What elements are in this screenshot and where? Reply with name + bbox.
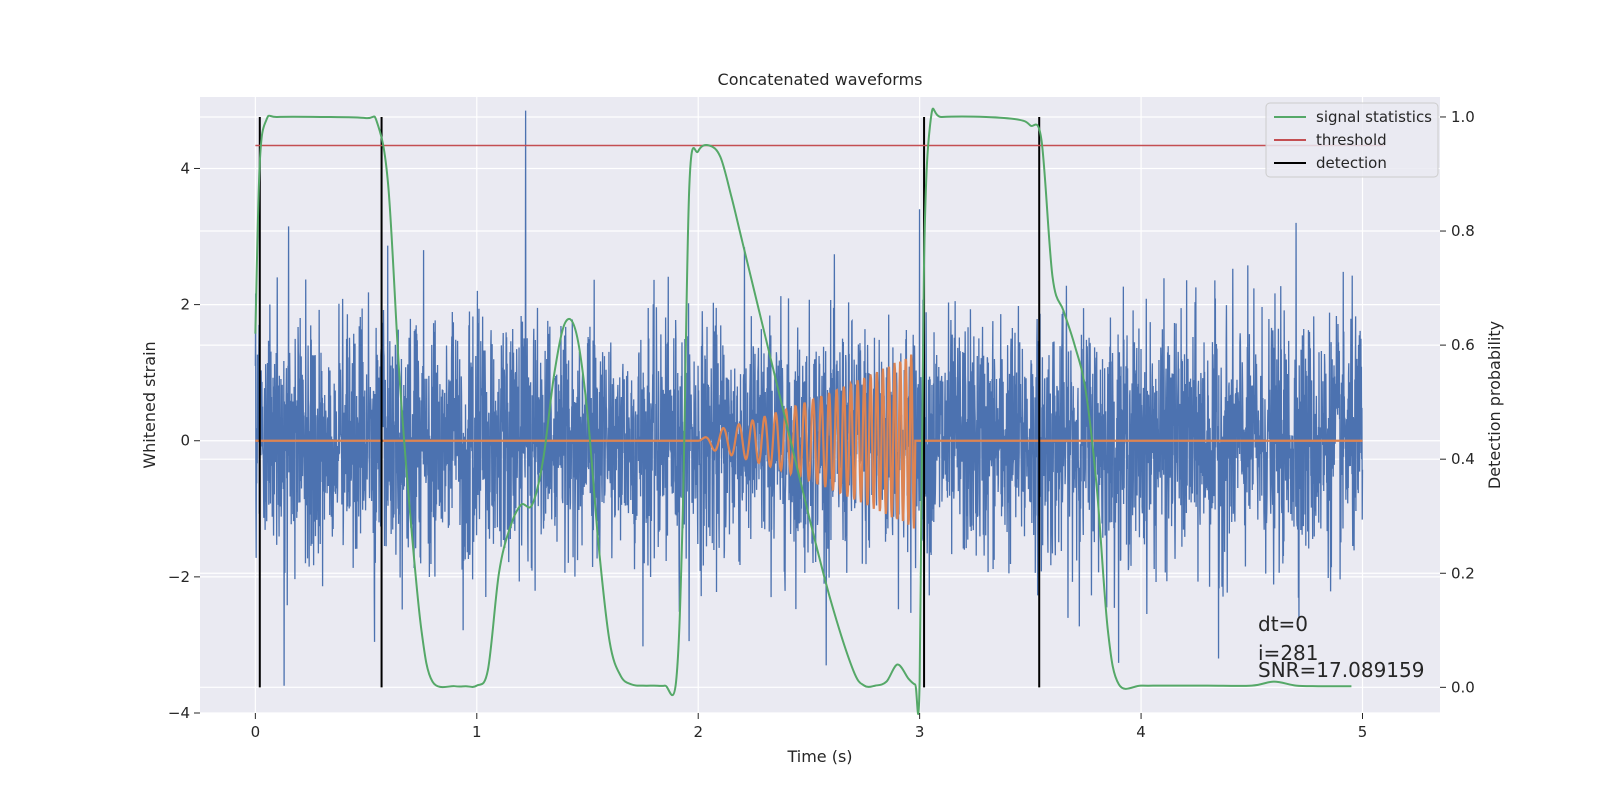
legend: signal statistics threshold detection [1265, 102, 1439, 178]
x-tick-label-5: 5 [1358, 723, 1368, 741]
x-tick-label-0: 0 [251, 723, 261, 741]
y-left-tick-label-3: 2 [180, 296, 190, 314]
x-axis-label: Time (s) [786, 747, 852, 766]
y-right-tick-label-4: 0.8 [1451, 222, 1475, 240]
annotation-snr: SNR=17.089159 [1258, 658, 1424, 682]
y-axis-left-label: Whitened strain [140, 341, 159, 468]
signal-statistics-line [254, 107, 1352, 715]
chart-title: Concatenated waveforms [718, 70, 923, 89]
y-left-tick-label-1: −2 [168, 568, 190, 586]
y-right-tick-label-2: 0.4 [1451, 450, 1475, 468]
legend-label-threshold: threshold [1316, 131, 1387, 149]
x-tick-label-3: 3 [915, 723, 925, 741]
strain-line [254, 110, 1364, 686]
annotation-index: i=281 [1258, 641, 1319, 665]
injected-waveform-series [255, 354, 1363, 529]
injected-waveform-line [255, 354, 1363, 529]
y-right-tick-label-0: 0.0 [1451, 678, 1475, 696]
axis-ticks: 0 1 2 3 4 5 −4 −2 0 2 4 0.0 0.2 0.4 0.6 0.8 1.0 [168, 108, 1475, 741]
legend-label-signal-statistics: signal statistics [1316, 108, 1432, 126]
strain-series [254, 110, 1364, 686]
signal-statistics-series [254, 107, 1352, 715]
y-right-tick-label-5: 1.0 [1451, 108, 1475, 126]
y-left-tick-label-2: 0 [180, 432, 190, 450]
x-tick-label-2: 2 [693, 723, 703, 741]
legend-label-detection: detection [1316, 154, 1387, 172]
x-tick-label-1: 1 [472, 723, 482, 741]
y-right-tick-label-3: 0.6 [1451, 336, 1475, 354]
y-axis-right-label: Detection probability [1485, 321, 1504, 489]
y-left-tick-label-4: 4 [180, 159, 190, 177]
y-left-tick-label-0: −4 [168, 704, 190, 722]
detection-lines [258, 116, 1041, 688]
x-tick-label-4: 4 [1136, 723, 1146, 741]
annotation-dt: dt=0 [1258, 612, 1308, 636]
y-right-tick-label-1: 0.2 [1451, 564, 1475, 582]
legend-box [1265, 102, 1439, 178]
